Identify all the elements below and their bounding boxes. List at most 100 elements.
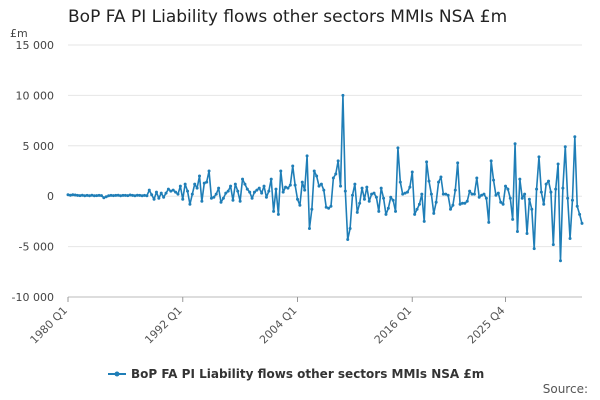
data-point (209, 196, 213, 200)
data-point (140, 194, 144, 198)
data-point (398, 180, 402, 184)
x-tick-label: 1980 Q1 (28, 304, 71, 347)
data-point (281, 190, 285, 194)
legend-swatch-marker (114, 371, 120, 377)
data-point (327, 206, 331, 210)
data-point (417, 202, 421, 206)
data-point (425, 160, 429, 164)
data-point (274, 187, 278, 191)
data-point (123, 193, 127, 197)
data-point (243, 182, 247, 186)
data-point (169, 189, 173, 193)
data-point (482, 192, 486, 196)
data-point (444, 192, 448, 196)
data-point (575, 204, 579, 208)
data-point (322, 188, 326, 192)
data-point (226, 189, 230, 193)
data-point (530, 207, 534, 211)
data-point (171, 188, 175, 192)
data-point (427, 179, 431, 183)
data-point (68, 193, 72, 197)
data-point (157, 196, 161, 200)
data-point (446, 193, 450, 197)
data-point (437, 180, 441, 184)
data-point (90, 193, 94, 197)
data-point (341, 93, 345, 97)
data-point (224, 191, 228, 195)
data-point (147, 188, 151, 192)
data-point (116, 193, 120, 197)
data-point (186, 189, 190, 193)
data-point (403, 191, 407, 195)
data-point (523, 192, 527, 196)
data-point (85, 193, 89, 197)
data-point (159, 191, 163, 195)
x-tick-label: 2025 Q4 (465, 304, 508, 347)
data-point (374, 195, 378, 199)
data-point (152, 197, 156, 201)
data-point (537, 155, 541, 159)
data-point (164, 191, 168, 195)
data-point (238, 199, 242, 203)
data-point (353, 182, 357, 186)
data-point (458, 202, 462, 206)
data-point (193, 182, 197, 186)
data-point (370, 192, 374, 196)
data-point (362, 197, 366, 201)
data-point (535, 187, 539, 191)
data-point (166, 187, 170, 191)
data-point (260, 191, 264, 195)
data-point (420, 192, 424, 196)
data-point (241, 177, 245, 181)
data-point (131, 193, 135, 197)
data-point (379, 186, 383, 190)
data-point (188, 202, 192, 206)
y-tick-label: -10 000 (12, 291, 54, 304)
data-point (128, 193, 132, 197)
gridlines (68, 44, 582, 298)
data-point (563, 145, 567, 149)
data-point (513, 142, 517, 146)
data-point (126, 194, 130, 198)
data-point (456, 161, 460, 165)
data-point (391, 198, 395, 202)
data-point (315, 174, 319, 178)
data-point (432, 211, 436, 215)
x-tick-label: 2004 Q1 (257, 304, 300, 347)
data-point (453, 188, 457, 192)
data-point (257, 186, 261, 190)
data-point (384, 212, 388, 216)
data-point (525, 231, 529, 235)
x-axis: 1980 Q1 1992 Q1 2004 Q1 2016 Q1 2025 Q4 (28, 296, 582, 347)
data-point (154, 190, 158, 194)
data-point (231, 198, 235, 202)
data-point (544, 182, 548, 186)
data-point (150, 193, 154, 197)
data-point (76, 193, 80, 197)
data-point (92, 194, 96, 198)
data-point (515, 229, 519, 233)
data-point (554, 187, 558, 191)
data-point (229, 184, 233, 188)
y-tick-label: 5 000 (23, 140, 55, 153)
data-point (109, 193, 113, 197)
source-label: Source: (542, 382, 588, 396)
data-point (71, 193, 75, 197)
data-point (501, 202, 505, 206)
data-point (310, 207, 314, 211)
y-tick-label: 0 (47, 190, 54, 203)
data-point (248, 190, 252, 194)
data-point (264, 195, 268, 199)
data-point (556, 162, 560, 166)
data-point (472, 192, 476, 196)
legend[interactable]: BoP FA PI Liability flows other sectors … (108, 367, 484, 381)
data-point (138, 193, 142, 197)
data-point (570, 198, 574, 202)
data-point (267, 189, 271, 193)
data-point (250, 196, 254, 200)
data-point (205, 180, 209, 184)
data-point (102, 196, 106, 200)
data-point (470, 192, 474, 196)
